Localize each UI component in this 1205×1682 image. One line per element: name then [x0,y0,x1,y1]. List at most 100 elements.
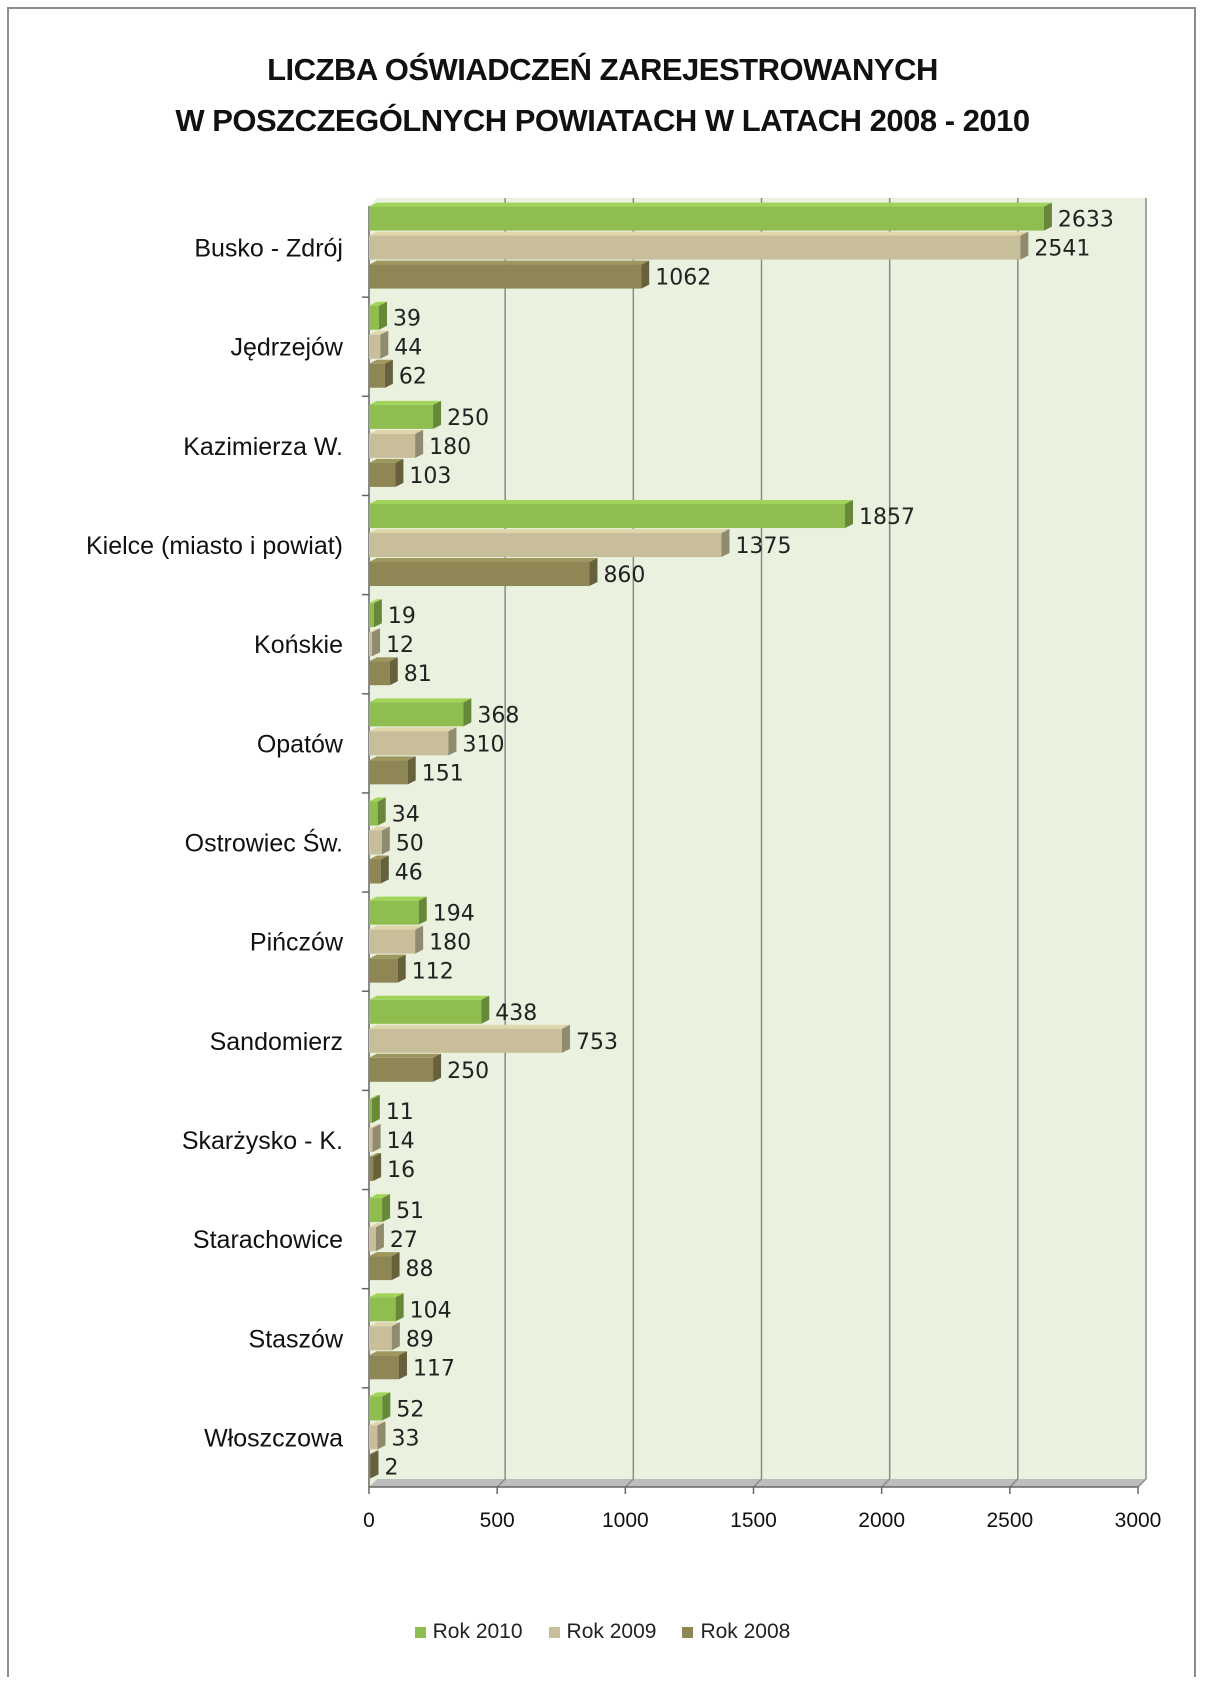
gridline-floor [1137,1478,1147,1488]
category-label: Pińczów [250,929,344,957]
gridline-floor [624,1478,634,1488]
data-label: 112 [412,960,454,985]
bar-top-face [369,1094,380,1099]
x-tick-label: 0 [363,1509,375,1532]
bar-top-face [369,1392,391,1397]
bar [369,1227,376,1252]
bar-top-face [369,202,1052,207]
bar-top-face [369,628,381,633]
bar-top-face [369,1194,391,1199]
bar-end-face [370,1450,379,1479]
bar-end-face [372,628,381,657]
bar-top-face [369,458,404,463]
bar-end-face [562,1024,571,1053]
bar-top-face [369,657,398,662]
bar-end-face [377,1421,386,1450]
bar [369,830,382,855]
bar [369,859,381,884]
bar-end-face [382,1392,391,1421]
bar-end-face [382,1194,391,1223]
bar-top-face [369,1252,400,1257]
bar [369,1355,399,1380]
bar [369,235,1021,260]
bar-top-face [369,1152,382,1157]
x-tick-label: 3000 [1115,1509,1162,1532]
bar-end-face [845,500,854,529]
data-label: 438 [495,1001,537,1026]
bar-top-face [369,1123,381,1128]
bar-top-face [369,599,382,604]
data-label: 27 [390,1228,418,1253]
category-label: Skarżysko - K. [182,1127,343,1155]
legend-item-2010: Rok 2010 [414,1620,523,1644]
data-label: 16 [387,1158,415,1183]
bar [369,1454,371,1479]
legend-swatch-2010 [414,1626,426,1638]
bar [369,929,416,954]
data-label: 51 [396,1199,424,1224]
bar-top-face [369,1293,404,1298]
category-label: Końskie [254,631,343,659]
bar-end-face [721,529,730,558]
bar-top-face [369,1421,386,1426]
bar-end-face [448,727,457,756]
data-label: 753 [576,1030,618,1055]
bar-end-face [433,400,442,429]
data-label: 12 [386,633,414,658]
data-label: 310 [462,732,504,757]
bar [369,562,590,587]
bar-top-face [369,330,389,335]
data-label: 1857 [859,505,915,530]
bar-top-face [369,1322,400,1327]
data-label: 151 [422,761,464,786]
bar [369,462,396,487]
category-label: Starachowice [193,1226,343,1254]
data-label: 88 [406,1257,434,1282]
gridline-floor [496,1478,506,1488]
data-label: 1375 [735,534,791,559]
bar [369,1098,372,1123]
data-label: 2633 [1058,208,1114,233]
bar-end-face [398,1351,407,1380]
data-label: 33 [391,1426,419,1451]
gridline-floor [1009,1478,1019,1488]
bar-end-face [463,698,472,727]
bar-end-face [415,429,424,458]
bar [369,661,390,686]
bar-end-face [418,896,427,925]
data-label: 180 [429,435,471,460]
bar-end-face [391,1252,400,1281]
bar [369,1256,392,1281]
bar-end-face [391,1322,400,1351]
legend-swatch-2008 [682,1626,694,1638]
data-label: 19 [388,604,416,629]
bar-end-face [380,855,389,884]
bar [369,206,1044,231]
category-label: Ostrowiec Św. [185,828,343,858]
bar [369,999,482,1024]
category-label: Włoszczowa [204,1424,343,1452]
bar [369,958,398,983]
bar [369,760,408,785]
bar-end-face [373,599,382,628]
x-tick-label: 500 [480,1509,515,1532]
bar-top-face [369,301,387,306]
bar-top-face [369,727,457,732]
bar [369,264,642,289]
data-label: 250 [447,1059,489,1084]
data-label: 81 [404,662,432,687]
bar [369,1198,383,1223]
bar [369,632,373,657]
data-label: 62 [399,365,427,390]
data-label: 104 [410,1298,452,1323]
bar-top-face [369,698,472,703]
legend-item-2009: Rok 2009 [548,1620,656,1644]
bar [369,404,434,429]
data-label: 1062 [655,266,711,291]
bar-end-face [378,301,387,330]
bar-end-face [481,995,490,1024]
data-label: 44 [394,336,422,361]
bar-end-face [397,954,406,983]
bar-top-face [369,756,416,761]
bar-end-face [372,1123,381,1152]
